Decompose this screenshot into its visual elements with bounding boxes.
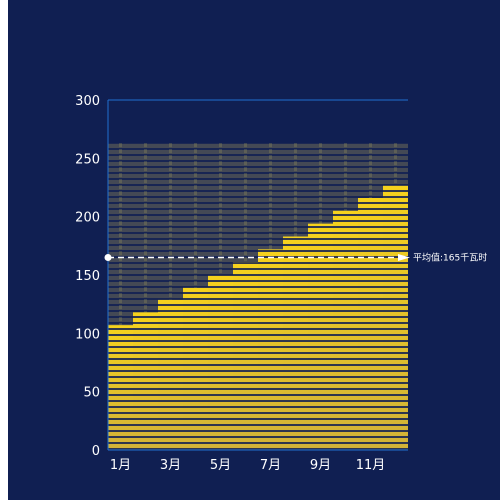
- bar-stripes: [283, 236, 308, 450]
- x-tick-label: 1月: [110, 458, 131, 473]
- bar-stripes: [183, 287, 208, 450]
- average-line-group: 平均值:165千瓦时: [104, 252, 487, 264]
- bar-stripes: [158, 299, 183, 450]
- x-tick-label: 5月: [210, 458, 231, 473]
- y-tick-label: 50: [83, 386, 100, 401]
- axes: 0 50 100 150 200 250 300 1月 3月 5月 7月 9月 11月: [75, 94, 408, 473]
- bar-stripes: [383, 185, 408, 450]
- average-line-start-marker: [104, 254, 112, 261]
- bar-stripes: [308, 223, 333, 450]
- x-tick-label: 11月: [356, 458, 386, 473]
- data-bars: [108, 185, 408, 450]
- bar-stripes: [358, 198, 383, 450]
- bar-stripes: [233, 262, 258, 450]
- bar-stripes: [133, 312, 158, 450]
- bar-stripes: [258, 249, 283, 450]
- average-label: 平均值:165千瓦时: [413, 252, 487, 264]
- average-line-arrow: [398, 254, 410, 261]
- y-tick-label: 150: [75, 269, 100, 284]
- y-tick-label: 200: [75, 211, 100, 226]
- y-tick-label: 250: [75, 152, 100, 167]
- bar-stripes: [333, 210, 358, 450]
- y-tick-label: 0: [92, 444, 100, 459]
- x-tick-label: 3月: [160, 458, 181, 473]
- x-tick-label: 9月: [310, 458, 331, 473]
- y-tick-label: 100: [75, 327, 100, 342]
- bar-stripes: [208, 275, 233, 450]
- y-tick-label: 300: [75, 94, 100, 109]
- bar-stripes: [108, 325, 133, 450]
- x-tick-label: 7月: [260, 458, 281, 473]
